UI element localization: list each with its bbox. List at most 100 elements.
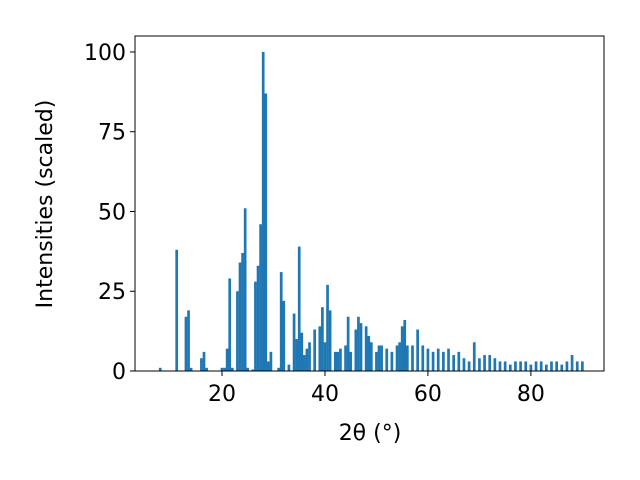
bar <box>261 51 265 371</box>
bar <box>508 364 512 371</box>
bar <box>519 361 522 371</box>
bar <box>323 342 327 371</box>
bar <box>514 361 517 371</box>
bar <box>175 249 179 371</box>
bar <box>241 252 244 371</box>
bar <box>344 345 347 371</box>
x-tick-label: 60 <box>414 382 442 407</box>
bar <box>565 361 569 371</box>
bar <box>349 351 353 371</box>
bar <box>575 361 579 371</box>
bar <box>230 367 234 371</box>
bar <box>246 367 250 371</box>
x-tick-label: 80 <box>517 382 545 407</box>
bar <box>346 316 350 371</box>
bar <box>305 348 309 371</box>
bar <box>367 335 371 371</box>
bar <box>200 358 203 371</box>
bar <box>313 329 317 371</box>
bar <box>269 351 273 371</box>
bar <box>452 355 456 371</box>
bar <box>457 351 461 371</box>
bar <box>405 345 409 371</box>
bar <box>529 364 533 371</box>
bar <box>187 310 190 371</box>
bar <box>581 361 584 371</box>
bar <box>377 345 381 371</box>
bar <box>279 272 283 371</box>
y-tick-label: 75 <box>98 121 126 146</box>
bar <box>295 339 299 371</box>
bar <box>318 326 322 371</box>
x-tick-label: 40 <box>311 382 339 407</box>
bar <box>472 342 476 371</box>
bar <box>411 345 414 371</box>
bar <box>259 224 262 371</box>
bar <box>431 351 435 371</box>
plot-frame <box>134 35 605 372</box>
bar <box>436 348 440 371</box>
bar <box>478 358 481 371</box>
bar <box>503 361 507 371</box>
x-axis-label: 2θ (°) <box>339 421 402 446</box>
bar <box>369 342 373 371</box>
bar <box>395 345 399 371</box>
bar <box>326 284 329 371</box>
bar <box>442 351 445 371</box>
bar <box>300 332 304 371</box>
bar <box>189 367 193 371</box>
bar <box>400 326 404 371</box>
bar <box>202 351 206 371</box>
bar <box>308 342 311 371</box>
bar <box>336 351 340 371</box>
y-tick-label: 25 <box>98 280 126 305</box>
bar <box>364 326 368 371</box>
bar <box>570 355 574 371</box>
bar <box>205 367 208 371</box>
bar <box>403 319 407 371</box>
bar <box>357 316 360 371</box>
bar <box>251 369 255 371</box>
bar <box>398 342 401 371</box>
bar <box>158 367 162 371</box>
bar <box>184 316 188 371</box>
bar <box>303 355 306 371</box>
bar <box>544 364 548 371</box>
bar <box>236 291 239 371</box>
bar <box>483 355 486 371</box>
bar <box>297 246 301 371</box>
bar <box>333 351 337 371</box>
bar <box>375 351 378 371</box>
bar <box>282 300 286 371</box>
bar <box>385 348 389 371</box>
bar <box>354 329 358 371</box>
bar <box>228 278 232 371</box>
bar <box>256 265 260 371</box>
bar <box>390 351 394 371</box>
bar <box>550 361 553 371</box>
bar <box>339 348 342 371</box>
y-tick-label: 0 <box>112 360 126 385</box>
y-axis-label: Intensities (scaled) <box>33 100 58 309</box>
y-tick-label: 50 <box>98 200 126 225</box>
bar <box>462 358 466 371</box>
bar <box>426 348 430 371</box>
bar <box>359 323 363 371</box>
bar <box>243 208 247 371</box>
bar <box>539 361 543 371</box>
bar <box>225 348 229 371</box>
bar <box>560 364 564 371</box>
bar <box>223 367 226 371</box>
bar <box>254 281 257 371</box>
bar <box>264 93 268 371</box>
bar <box>416 329 419 371</box>
bar <box>447 348 450 371</box>
bar <box>498 361 502 371</box>
bar <box>220 367 224 371</box>
bar <box>287 364 291 371</box>
bar <box>493 358 497 371</box>
bar <box>238 262 242 371</box>
bar <box>277 367 280 371</box>
